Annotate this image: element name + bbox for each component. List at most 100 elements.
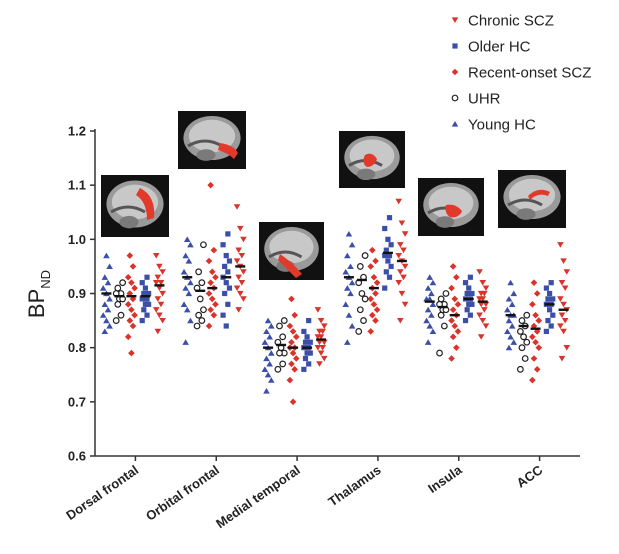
point-recent-onset-scz (212, 301, 219, 308)
point-recent-onset-scz (367, 295, 375, 303)
point-recent-onset-scz (128, 279, 135, 286)
point-young-hc (342, 268, 350, 275)
y-axis-label-subscript: ND (38, 270, 53, 289)
point-uhr (193, 322, 201, 330)
point-chronic-scz (320, 355, 328, 362)
point-uhr (516, 328, 524, 335)
point-recent-onset-scz (454, 328, 462, 335)
point-older-hc (301, 328, 307, 335)
point-older-hc (144, 312, 150, 318)
point-uhr (276, 322, 283, 330)
point-older-hc (306, 317, 312, 324)
point-recent-onset-scz (128, 349, 135, 357)
point-uhr (523, 311, 531, 319)
point-young-hc (348, 241, 356, 248)
point-uhr (358, 290, 366, 297)
y-tick-label: 0.6 (68, 449, 86, 464)
point-uhr (117, 311, 125, 319)
point-older-hc (543, 285, 549, 291)
point-recent-onset-scz (286, 322, 294, 330)
point-uhr (516, 365, 524, 373)
legend-marker (451, 68, 459, 76)
point-chronic-scz (560, 301, 567, 308)
point-older-hc (546, 307, 553, 313)
point-chronic-scz (477, 334, 485, 340)
point-recent-onset-scz (372, 257, 379, 265)
point-young-hc (106, 323, 113, 329)
point-young-hc (345, 230, 353, 237)
point-young-hc (104, 306, 112, 313)
point-chronic-scz (401, 301, 409, 308)
point-uhr (440, 322, 448, 330)
point-older-hc (386, 215, 393, 221)
point-young-hc (508, 301, 516, 307)
legend-label: Older HC (468, 39, 531, 56)
point-young-hc (429, 301, 437, 307)
point-young-hc (347, 263, 354, 270)
point-young-hc (510, 290, 518, 297)
point-uhr (114, 284, 122, 292)
point-chronic-scz (558, 280, 566, 286)
point-recent-onset-scz (289, 398, 297, 406)
point-recent-onset-scz (370, 273, 378, 281)
point-older-hc (550, 296, 556, 302)
point-older-hc (469, 301, 475, 307)
point-chronic-scz (238, 252, 246, 259)
point-recent-onset-scz (205, 290, 213, 297)
point-chronic-scz (317, 317, 325, 324)
point-older-hc (466, 301, 472, 307)
point-chronic-scz (482, 301, 490, 308)
point-chronic-scz (240, 236, 247, 243)
point-uhr (437, 311, 445, 319)
x-tick-label: ACC (514, 462, 546, 491)
legend-marker (452, 43, 458, 49)
brain-region-highlight (278, 254, 302, 278)
point-chronic-scz (314, 307, 322, 313)
point-uhr (198, 279, 206, 287)
point-chronic-scz (557, 242, 564, 248)
point-recent-onset-scz (207, 306, 214, 314)
legend-marker (451, 94, 459, 102)
point-chronic-scz (238, 280, 246, 286)
point-young-hc (182, 285, 189, 291)
point-older-hc (382, 252, 388, 259)
point-recent-onset-scz (448, 284, 455, 292)
y-axis-label-main: BP (24, 289, 49, 318)
point-recent-onset-scz (370, 301, 378, 308)
point-older-hc (141, 307, 147, 313)
point-recent-onset-scz (529, 333, 536, 341)
point-older-hc (386, 252, 393, 259)
point-young-hc (267, 377, 275, 383)
point-young-hc (505, 344, 513, 351)
point-young-hc (266, 360, 273, 367)
point-recent-onset-scz (124, 333, 132, 341)
point-chronic-scz (560, 258, 567, 264)
point-older-hc (304, 350, 310, 356)
point-chronic-scz (240, 296, 247, 302)
mean-markers (101, 251, 569, 349)
point-uhr (274, 365, 282, 373)
point-older-hc (467, 274, 473, 280)
point-recent-onset-scz (533, 290, 541, 297)
point-chronic-scz (477, 301, 485, 308)
point-older-hc (550, 312, 556, 318)
brain-region-highlight (218, 143, 238, 159)
point-chronic-scz (235, 274, 242, 281)
point-young-hc (426, 323, 434, 329)
point-young-hc (183, 236, 191, 242)
brain-region-highlight (528, 189, 550, 200)
point-young-hc (106, 295, 113, 302)
point-chronic-scz (401, 263, 409, 270)
point-older-hc (220, 242, 226, 248)
point-young-hc (261, 339, 269, 345)
point-older-hc (388, 263, 394, 270)
x-tick-label: Medial temporal (213, 462, 303, 531)
point-recent-onset-scz (533, 328, 541, 335)
point-recent-onset-scz (533, 366, 541, 373)
point-chronic-scz (398, 290, 406, 297)
point-young-hc (180, 301, 188, 307)
point-young-hc (183, 306, 191, 313)
point-recent-onset-scz (449, 263, 457, 270)
brain-thumbnail (178, 111, 246, 169)
point-recent-onset-scz (532, 311, 539, 319)
